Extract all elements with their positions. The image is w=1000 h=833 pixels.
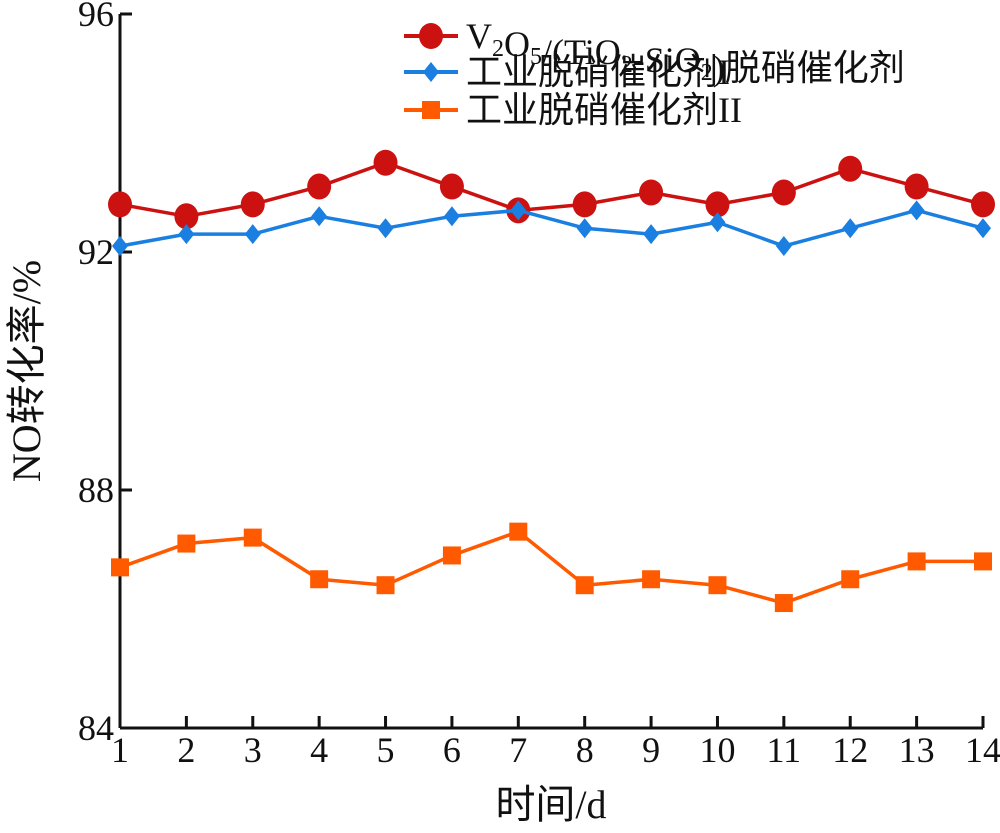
series-line — [119, 208, 984, 248]
data-point — [771, 179, 796, 206]
data-point — [907, 552, 926, 571]
data-point — [177, 534, 196, 553]
data-point — [377, 218, 394, 239]
data-point — [442, 546, 461, 565]
data-point — [709, 212, 726, 233]
data-point — [307, 173, 332, 200]
x-axis-title: 时间/d — [495, 782, 606, 827]
series-v2o5 — [108, 149, 995, 230]
y-axis-title: NO转化率/% — [4, 260, 49, 482]
data-point — [908, 200, 925, 221]
x-tick-label: 12 — [832, 730, 868, 770]
x-tick-label: 7 — [509, 730, 527, 770]
y-tick-label: 88 — [78, 470, 114, 510]
data-point — [240, 191, 265, 218]
data-point — [708, 576, 727, 595]
legend-label: 工业脱硝催化剂II — [466, 90, 742, 130]
y-tick-label: 84 — [78, 708, 114, 748]
data-point — [576, 218, 593, 239]
data-point — [974, 552, 992, 571]
x-tick-label: 2 — [177, 730, 195, 770]
data-point — [509, 522, 528, 541]
data-point — [376, 576, 395, 595]
data-point — [975, 218, 991, 239]
y-tick-label: 96 — [78, 0, 114, 34]
data-point — [842, 218, 859, 239]
data-point — [112, 236, 128, 257]
data-point — [178, 224, 195, 245]
data-point — [971, 191, 995, 218]
x-tick-label: 10 — [699, 730, 735, 770]
x-tick-label: 6 — [443, 730, 461, 770]
data-point — [244, 224, 261, 245]
x-tick-label: 5 — [377, 730, 395, 770]
series-industrial-1 — [112, 200, 991, 257]
data-point — [841, 570, 860, 589]
data-point — [904, 173, 929, 200]
legend-swatch-marker — [422, 101, 440, 119]
legend-swatch-marker — [423, 62, 439, 82]
x-tick-label: 14 — [965, 730, 1000, 770]
x-tick-label: 4 — [310, 730, 328, 770]
data-point — [572, 191, 597, 218]
data-point — [639, 179, 664, 206]
legend-item: 工业脱硝催化剂II — [404, 90, 742, 130]
series-industrial-2 — [111, 522, 992, 613]
data-point — [705, 191, 730, 218]
x-tick-label: 9 — [642, 730, 660, 770]
data-point — [838, 155, 863, 182]
series-line — [119, 529, 983, 605]
data-point — [643, 224, 660, 245]
data-point — [775, 236, 792, 257]
legend-swatch-marker — [419, 23, 443, 49]
data-point — [108, 191, 132, 218]
data-point — [373, 149, 398, 176]
tick-marks — [118, 12, 985, 730]
data-point — [243, 528, 262, 547]
x-tick-label: 11 — [767, 730, 802, 770]
data-point — [310, 570, 329, 589]
axes — [118, 14, 983, 730]
x-tick-label: 13 — [899, 730, 935, 770]
data-point — [311, 206, 328, 227]
legend-label: V2O5/(TiO2-SiO2)脱硝催化剂 — [466, 16, 905, 88]
x-tick-label: 8 — [576, 730, 594, 770]
data-point — [510, 200, 527, 221]
legend-item: V2O5/(TiO2-SiO2)脱硝催化剂 — [404, 16, 905, 88]
data-point — [443, 206, 460, 227]
data-point — [111, 558, 129, 577]
y-tick-label: 92 — [78, 232, 114, 272]
legend-item: 工业脱硝催化剂I — [404, 52, 730, 92]
x-tick-label: 3 — [244, 730, 262, 770]
series-layer — [108, 149, 995, 613]
data-point — [774, 594, 793, 613]
data-point — [439, 173, 464, 200]
data-point — [174, 203, 199, 230]
data-point — [642, 570, 661, 589]
data-point — [575, 576, 594, 595]
x-tick-label: 1 — [111, 730, 129, 770]
legend-label: 工业脱硝催化剂I — [466, 52, 730, 92]
